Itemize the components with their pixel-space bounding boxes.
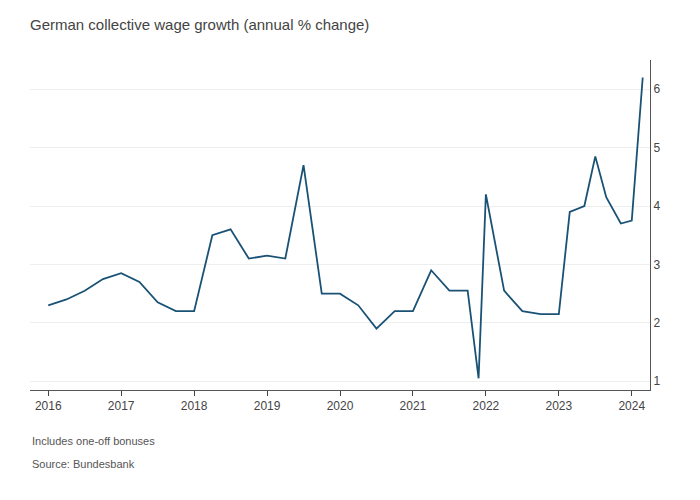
svg-text:2016: 2016: [35, 399, 62, 413]
svg-text:2019: 2019: [254, 399, 281, 413]
svg-text:2020: 2020: [327, 399, 354, 413]
svg-text:Includes one-off bonuses: Includes one-off bonuses: [32, 435, 155, 447]
svg-text:3: 3: [653, 258, 660, 272]
svg-text:Source: Bundesbank: Source: Bundesbank: [32, 458, 135, 470]
svg-text:6: 6: [653, 82, 660, 96]
svg-text:2018: 2018: [181, 399, 208, 413]
svg-text:4: 4: [653, 199, 660, 213]
svg-text:2: 2: [653, 316, 660, 330]
svg-text:2024: 2024: [618, 399, 645, 413]
svg-text:5: 5: [653, 141, 660, 155]
svg-text:1: 1: [653, 374, 660, 388]
svg-text:2017: 2017: [108, 399, 135, 413]
svg-text:2021: 2021: [400, 399, 427, 413]
svg-text:German collective wage growth: German collective wage growth (annual % …: [30, 16, 369, 33]
svg-text:2023: 2023: [545, 399, 572, 413]
svg-text:2022: 2022: [473, 399, 500, 413]
